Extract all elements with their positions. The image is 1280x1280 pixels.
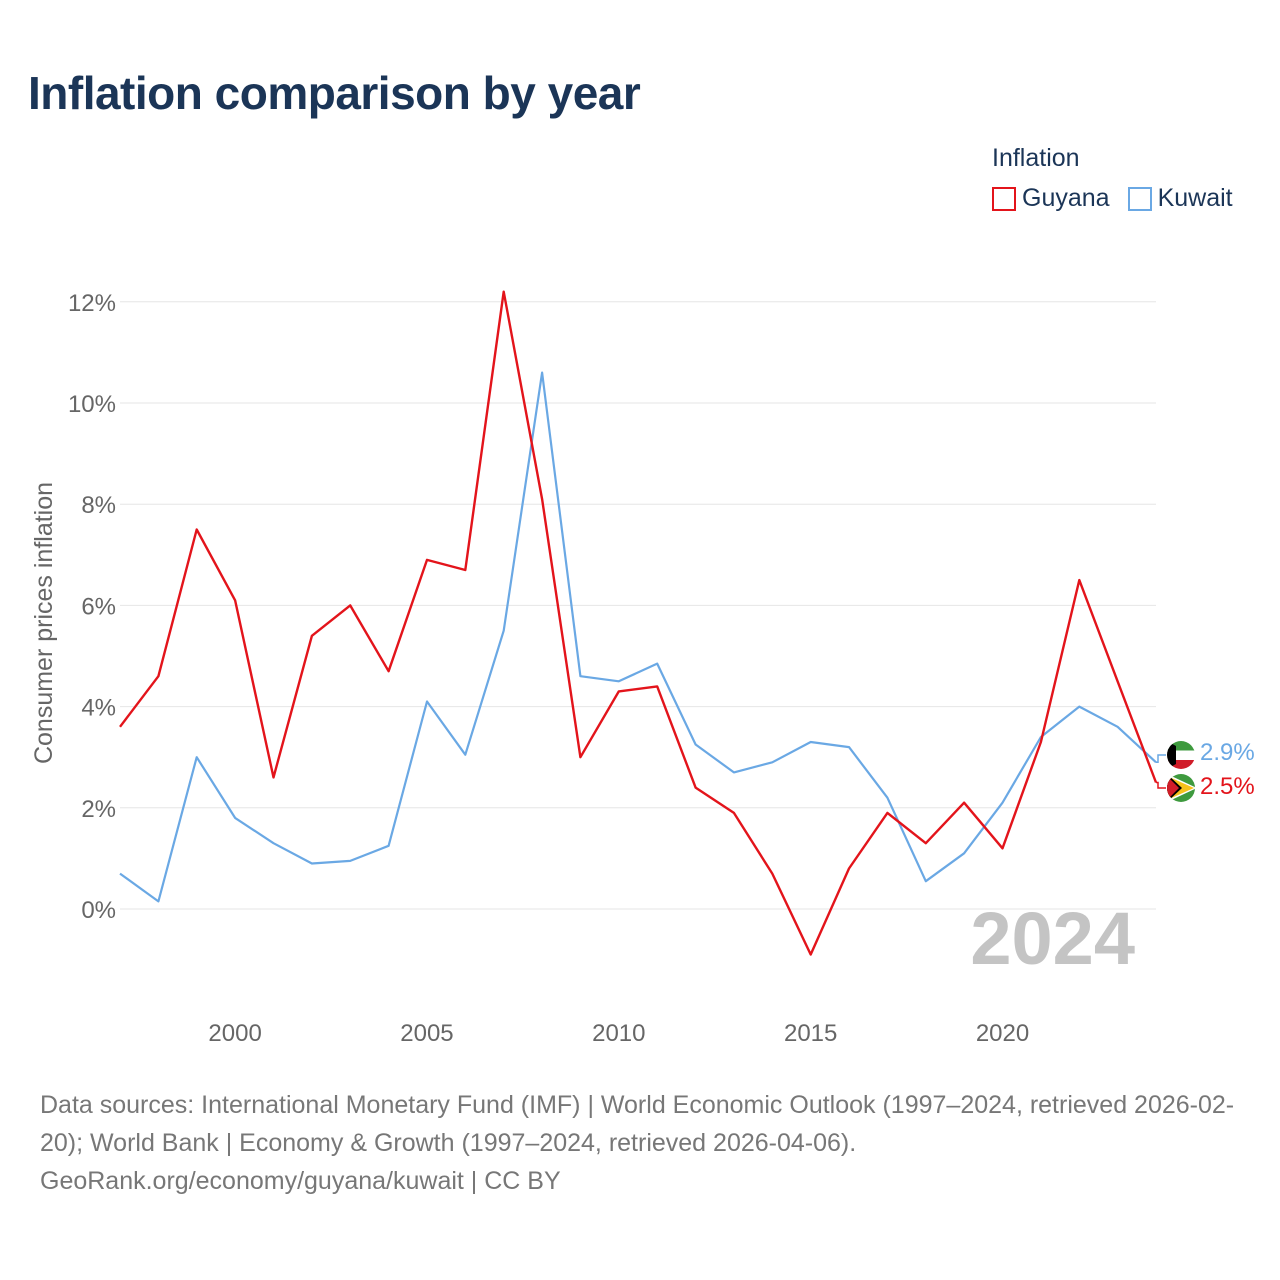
chart-title: Inflation comparison by year [28, 67, 641, 119]
y-tick-label: 12% [68, 290, 116, 317]
end-label-kuwait: 2.9% [1200, 739, 1255, 766]
y-tick-label: 4% [81, 695, 116, 722]
x-axis-ticks: 2000 2005 2010 2015 2020 [208, 1020, 1029, 1047]
y-tick-label: 2% [81, 796, 116, 823]
legend-swatch-guyana [992, 186, 1016, 211]
data-sources: Data sources: International Monetary Fun… [40, 1091, 1235, 1157]
y-tick-label: 8% [81, 492, 116, 519]
legend-label-kuwait: Kuwait [1157, 184, 1233, 212]
series-lines [119, 290, 1158, 956]
line-chart: 0% 2% 4% 6% 8% 10% 12% 2000 2005 2010 2015 2020 Co… [30, 290, 1255, 1047]
y-tick-label: 0% [81, 897, 116, 924]
end-label-connectors [1156, 754, 1166, 789]
legend-swatch-kuwait [1127, 186, 1152, 211]
x-tick-label: 2010 [592, 1020, 645, 1047]
legend: Guyana Kuwait [992, 184, 1233, 213]
guyana-flag-icon [1167, 774, 1195, 802]
connector-kuwait [1156, 754, 1166, 764]
y-tick-label: 10% [68, 391, 116, 418]
y-tick-label: 6% [81, 593, 116, 620]
connector-guyana [1156, 781, 1166, 789]
x-tick-label: 2000 [208, 1020, 261, 1047]
legend-item-guyana[interactable]: Guyana [992, 184, 1110, 213]
kuwait-flag-icon [1167, 741, 1195, 769]
x-tick-label: 2015 [784, 1020, 837, 1047]
legend-item-kuwait[interactable]: Kuwait [1127, 184, 1233, 213]
series-line-guyana [119, 290, 1158, 956]
x-tick-label: 2020 [976, 1020, 1029, 1047]
legend-title: Inflation [992, 144, 1080, 172]
gridlines [120, 301, 1156, 910]
watermark-year: 2024 [970, 897, 1135, 980]
footer: Data sources: International Monetary Fun… [40, 1086, 1250, 1200]
x-tick-label: 2005 [400, 1020, 453, 1047]
series-line-kuwait [119, 371, 1157, 903]
y-axis-ticks: 0% 2% 4% 6% 8% 10% 12% [68, 290, 116, 924]
end-label-guyana: 2.5% [1200, 773, 1255, 800]
y-axis-title: Consumer prices inflation [30, 482, 58, 764]
footer-url[interactable]: GeoRank.org/economy/guyana/kuwait | CC B… [40, 1167, 561, 1195]
legend-label-guyana: Guyana [1022, 184, 1110, 212]
